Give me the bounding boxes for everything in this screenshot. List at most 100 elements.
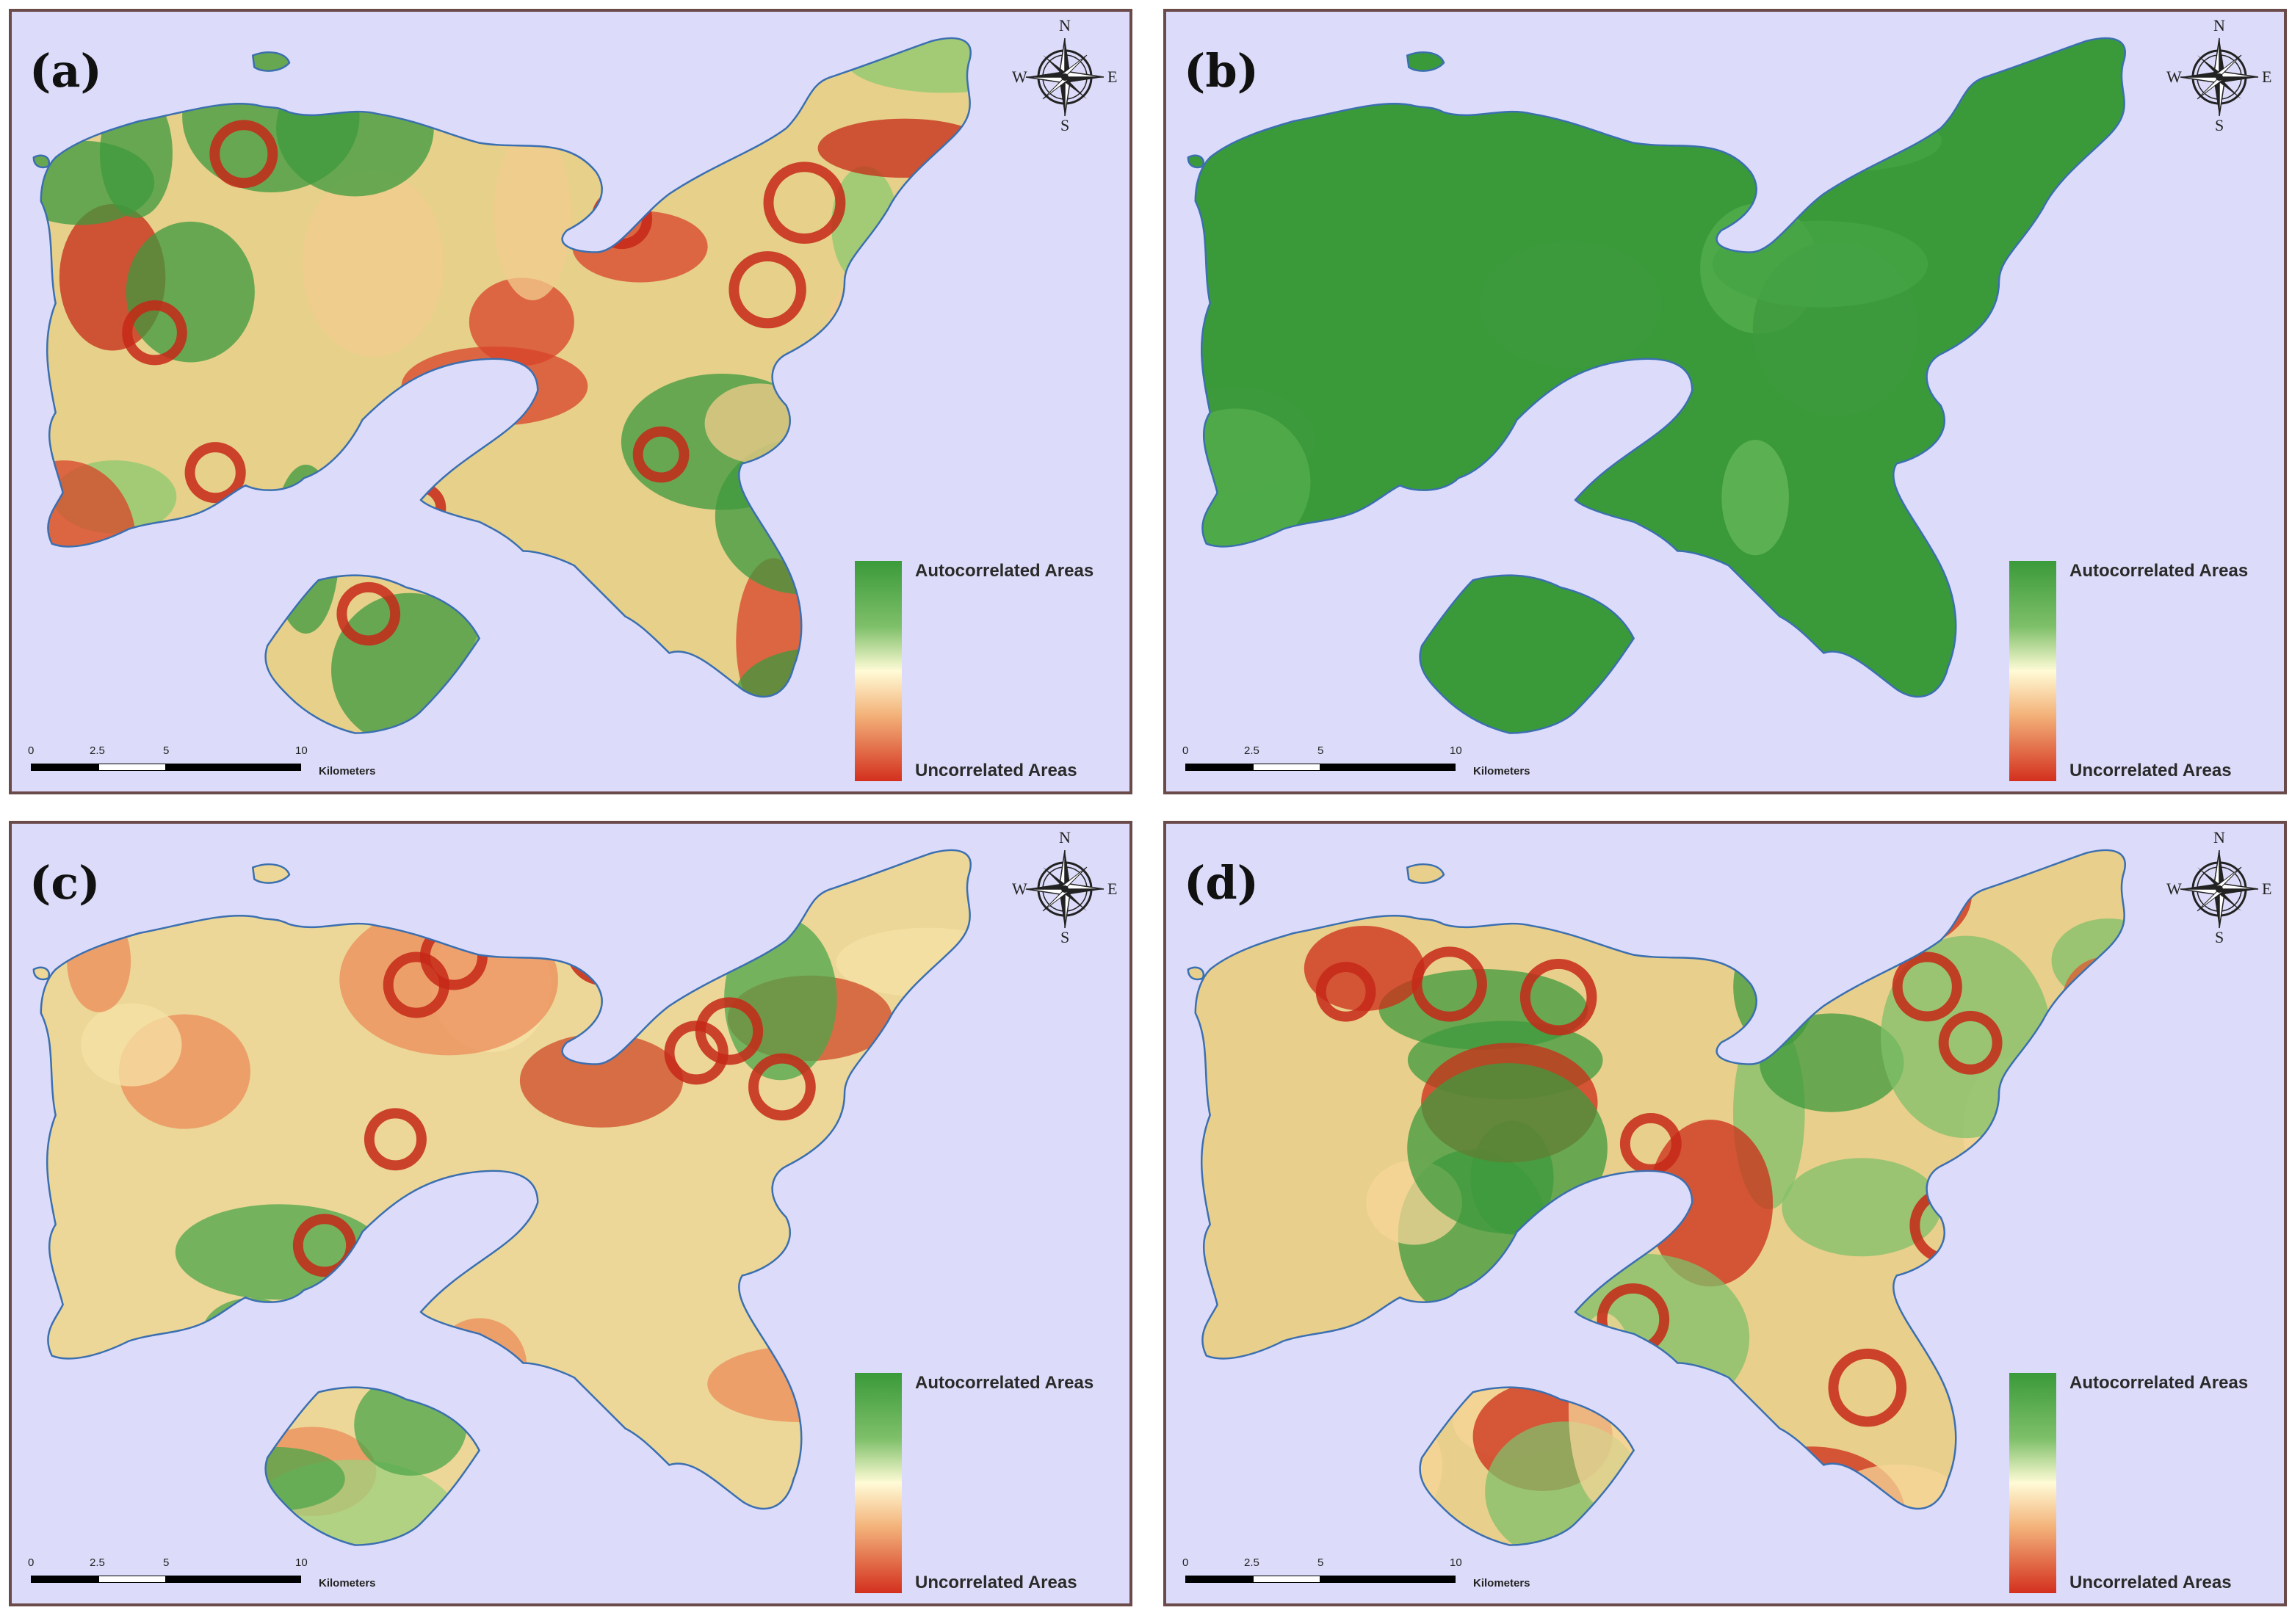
- compass-n: N: [1059, 828, 1071, 847]
- compass-w: W: [2166, 880, 2182, 898]
- map-panel-c: (c) N S W E Autocorrelated Areas Uncorre…: [9, 821, 1132, 1606]
- compass-rose-icon: [2180, 849, 2259, 929]
- compass-rose-icon: [1025, 37, 1105, 117]
- scale-tick: 10: [1450, 744, 1462, 757]
- coastline: [251, 51, 291, 72]
- coastline: [1194, 849, 2126, 1510]
- scale-bar: 0 2.5 5 10 Kilometers: [28, 1556, 413, 1593]
- legend-color-ramp: [2009, 1373, 2056, 1593]
- map-canvas: [1166, 12, 2284, 791]
- legend: Autocorrelated Areas Uncorrelated Areas: [855, 561, 1119, 781]
- coastline: [1406, 863, 1445, 884]
- panel-label: (d): [1184, 856, 1259, 910]
- legend-top-label: Autocorrelated Areas: [2069, 1373, 2249, 1393]
- map-canvas: [12, 12, 1129, 791]
- coastline: [40, 37, 972, 698]
- scale-tick: 5: [163, 1556, 170, 1569]
- compass-n: N: [2213, 16, 2225, 35]
- scale-unit: Kilometers: [319, 1577, 376, 1589]
- map-canvas: [1166, 824, 2284, 1603]
- scale-segment: [1253, 764, 1320, 771]
- scale-segment: [31, 1576, 98, 1583]
- north-arrow-compass: N S W E: [1012, 828, 1118, 946]
- scale-segment: [31, 764, 98, 771]
- legend-bottom-label: Uncorrelated Areas: [915, 1573, 1077, 1592]
- scale-segment: [1185, 1576, 1253, 1583]
- legend-color-ramp: [855, 561, 902, 781]
- compass-n: N: [2213, 828, 2225, 847]
- scale-bar: 0 2.5 5 10 Kilometers: [1182, 1556, 1567, 1593]
- compass-n: N: [1059, 16, 1071, 35]
- legend-bottom-label: Uncorrelated Areas: [2069, 1573, 2232, 1592]
- map-panel-b: (b) N S W E Autocorrelated Areas Uncorre…: [1163, 9, 2287, 794]
- scale-tick: 0: [28, 744, 35, 757]
- compass-e: E: [1107, 880, 1118, 898]
- panel-label: (a): [29, 44, 102, 98]
- scale-tick: 5: [163, 744, 170, 757]
- compass-w: W: [1012, 880, 1027, 898]
- map-canvas: [12, 824, 1129, 1603]
- scale-tick: 0: [1182, 744, 1189, 757]
- legend: Autocorrelated Areas Uncorrelated Areas: [855, 1373, 1119, 1593]
- scale-unit: Kilometers: [319, 765, 376, 777]
- legend-color-ramp: [2009, 561, 2056, 781]
- scale-segment: [98, 764, 166, 771]
- legend-top-label: Autocorrelated Areas: [2069, 561, 2249, 581]
- compass-rose-icon: [1025, 849, 1105, 929]
- scale-segment: [1320, 1576, 1456, 1583]
- coastline: [251, 863, 291, 884]
- coastline: [32, 154, 51, 169]
- legend-color-ramp: [855, 1373, 902, 1593]
- scale-segment: [166, 1576, 301, 1583]
- legend: Autocorrelated Areas Uncorrelated Areas: [2009, 561, 2274, 781]
- scale-segment: [1185, 764, 1253, 771]
- scale-tick: 5: [1317, 1556, 1324, 1569]
- map-panel-d: (d) N S W E Autocorrelated Areas Uncorre…: [1163, 821, 2287, 1606]
- compass-w: W: [1012, 68, 1027, 86]
- legend: Autocorrelated Areas Uncorrelated Areas: [2009, 1373, 2274, 1593]
- scale-unit: Kilometers: [1473, 765, 1530, 777]
- coastline: [1419, 1386, 1635, 1546]
- coastline: [40, 849, 972, 1510]
- scale-tick: 10: [1450, 1556, 1462, 1569]
- compass-e: E: [2262, 68, 2272, 86]
- scale-tick: 5: [1317, 744, 1324, 757]
- compass-s: S: [2215, 928, 2224, 946]
- scale-tick: 10: [295, 1556, 308, 1569]
- scale-unit: Kilometers: [1473, 1577, 1530, 1589]
- legend-top-label: Autocorrelated Areas: [915, 1373, 1094, 1393]
- coastline: [264, 1386, 481, 1546]
- coastline: [1187, 154, 1205, 169]
- north-arrow-compass: N S W E: [2166, 828, 2272, 946]
- scale-tick: 10: [295, 744, 308, 757]
- scale-tick: 2.5: [1244, 744, 1259, 757]
- compass-s: S: [1060, 928, 1070, 946]
- scale-tick: 2.5: [1244, 1556, 1259, 1569]
- scale-tick: 0: [28, 1556, 35, 1569]
- scale-segment: [1320, 764, 1456, 771]
- coastline: [1187, 966, 1205, 981]
- scale-bar: 0 2.5 5 10 Kilometers: [1182, 744, 1567, 781]
- scale-tick: 2.5: [90, 1556, 105, 1569]
- legend-bottom-label: Uncorrelated Areas: [2069, 761, 2232, 780]
- panel-label: (b): [1184, 44, 1259, 98]
- map-panel-a: (a) N S W E Autocorrelated Areas Uncorre…: [9, 9, 1132, 794]
- compass-s: S: [2215, 116, 2224, 134]
- compass-e: E: [2262, 880, 2272, 898]
- coastline: [32, 966, 51, 981]
- coastline: [1406, 51, 1445, 72]
- scale-bar: 0 2.5 5 10 Kilometers: [28, 744, 413, 781]
- coastline: [1194, 37, 2126, 698]
- north-arrow-compass: N S W E: [1012, 16, 1118, 134]
- panel-label: (c): [29, 856, 101, 910]
- compass-s: S: [1060, 116, 1070, 134]
- scale-tick: 0: [1182, 1556, 1189, 1569]
- scale-tick: 2.5: [90, 744, 105, 757]
- legend-bottom-label: Uncorrelated Areas: [915, 761, 1077, 780]
- scale-segment: [1253, 1576, 1320, 1583]
- compass-w: W: [2166, 68, 2182, 86]
- compass-e: E: [1107, 68, 1118, 86]
- legend-top-label: Autocorrelated Areas: [915, 561, 1094, 581]
- north-arrow-compass: N S W E: [2166, 16, 2272, 134]
